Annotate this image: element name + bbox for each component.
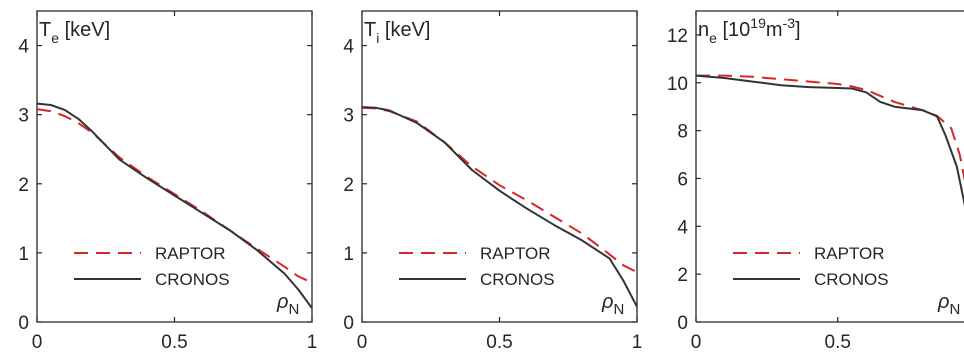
panel-label-unit: [10 (717, 19, 750, 41)
y-tick-label: 0 (677, 313, 688, 334)
y-tick-label: 2 (343, 175, 354, 196)
y-tick-label: 2 (677, 265, 688, 286)
legend-label-raptor: RAPTOR (155, 244, 226, 263)
y-tick-label: 8 (677, 122, 688, 143)
y-tick-label: 4 (18, 37, 29, 58)
legend-label-cronos: CRONOS (814, 270, 889, 289)
x-axis-symbol-rho: ρ (937, 291, 949, 313)
x-tick-label: 1 (632, 332, 643, 353)
x-axis-symbol-subscript: N (949, 301, 960, 318)
panel-label: Te [keV] (39, 19, 110, 46)
panel-label-symbol: T (364, 19, 376, 41)
panel-label-subscript: e (709, 30, 717, 46)
legend-label-raptor: RAPTOR (814, 244, 885, 263)
y-tick-label: 4 (677, 217, 688, 238)
x-axis-symbol-subscript: N (613, 301, 624, 318)
legend-label-cronos: CRONOS (480, 270, 555, 289)
y-tick-label: 2 (18, 175, 29, 196)
x-tick-label: 0.5 (486, 332, 512, 353)
x-axis-symbol-subscript: N (288, 301, 299, 318)
y-tick-label: 12 (667, 26, 688, 47)
y-tick-label: 1 (18, 244, 29, 265)
series-line-raptor (696, 74, 964, 182)
y-tick-label: 4 (343, 37, 354, 58)
panel-label-unit-end: ] (795, 19, 801, 41)
panel-label-exponent2: -3 (783, 15, 796, 31)
panel-label-symbol: n (698, 19, 709, 41)
panel-label-subscript: e (51, 30, 59, 46)
chart-panel-2: 0 1 2 3 4 0 0.5 1 Ti [keV] RAPTOR CRONOS ρN (343, 10, 643, 353)
panel-label-unit: [keV] (379, 19, 430, 41)
x-axis-symbol: ρN (937, 291, 960, 318)
x-axis-symbol: ρN (276, 291, 299, 318)
panel-label-unit: [keV] (59, 19, 110, 41)
y-tick-label: 0 (18, 313, 29, 334)
y-tick-label: 3 (18, 106, 29, 127)
series-line-cronos (695, 74, 964, 207)
series-line-raptor (36, 108, 313, 284)
chart-panel-1: 0 1 2 3 4 0 0.5 1 Te [keV] RAPTOR CRONOS ρN (18, 10, 318, 353)
series-line-cronos (361, 106, 638, 308)
x-axis-symbol: ρN (601, 291, 624, 318)
panel-label: Ti [keV] (364, 19, 430, 46)
legend-label-cronos: CRONOS (155, 270, 230, 289)
y-tick-label: 0 (343, 313, 354, 334)
x-axis-symbol-rho: ρ (601, 291, 613, 313)
chart-panel-3: 0 2 4 6 8 10 12 0 0.5 ne [1019m-3] RAPTOR CRONOS ρN (667, 10, 964, 353)
panel-label-unit-mid: m (766, 19, 783, 41)
x-tick-label: 0 (691, 332, 702, 353)
panel-label-symbol: T (39, 19, 51, 41)
x-tick-label: 0.5 (825, 332, 851, 353)
x-tick-label: 1 (307, 332, 318, 353)
y-tick-label: 3 (343, 106, 354, 127)
x-tick-label: 0 (357, 332, 368, 353)
x-tick-label: 0.5 (161, 332, 187, 353)
x-axis-symbol-rho: ρ (276, 291, 288, 313)
y-tick-label: 6 (677, 169, 688, 190)
panel-label: ne [1019m-3] (698, 15, 801, 46)
panel-label-exponent: 19 (750, 15, 766, 31)
x-tick-label: 0 (32, 332, 43, 353)
legend-label-raptor: RAPTOR (480, 244, 551, 263)
y-tick-label: 10 (667, 74, 688, 95)
panel-label-subscript: i (376, 30, 379, 46)
y-tick-label: 1 (343, 244, 354, 265)
series-line-cronos (36, 102, 313, 309)
